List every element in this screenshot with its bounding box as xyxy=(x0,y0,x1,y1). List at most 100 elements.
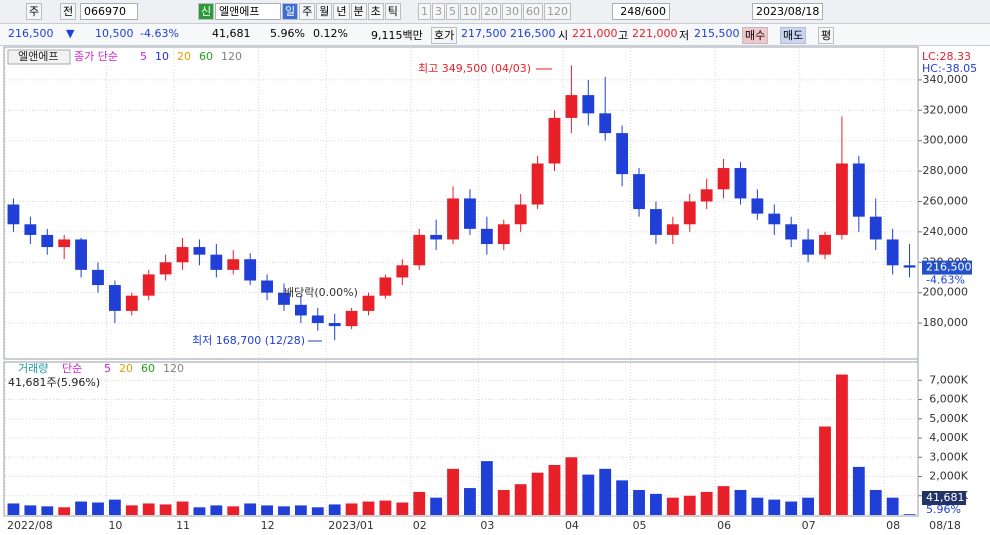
price-tag-text: 216,500 xyxy=(926,261,972,274)
volume-bar xyxy=(24,505,36,515)
volume-bar xyxy=(599,469,611,515)
ask-label: 호가 xyxy=(431,27,457,44)
volume-bar xyxy=(329,504,341,515)
period-button[interactable]: 일 xyxy=(282,3,298,20)
x-tick-label: 06 xyxy=(717,519,731,532)
volume-bar xyxy=(701,492,713,515)
number-button[interactable]: 1 xyxy=(418,3,431,20)
candle-body xyxy=(802,239,814,254)
volume-bar xyxy=(819,426,831,515)
ma-period: 5 xyxy=(140,50,147,63)
y-tick-label: 7,000K xyxy=(929,373,968,386)
tab: 엘앤에프 xyxy=(18,50,58,63)
volume: 41,681 xyxy=(212,27,251,40)
open-label: 시 xyxy=(558,27,568,43)
number-button[interactable]: 60 xyxy=(523,3,543,20)
y-tick-label: 300,000 xyxy=(923,134,969,147)
period-button[interactable]: 월 xyxy=(316,3,332,20)
candle-body xyxy=(464,198,476,228)
period-button[interactable]: 분 xyxy=(351,3,367,20)
high-label: 고 xyxy=(618,27,628,43)
y-tick-label: 200,000 xyxy=(923,286,969,299)
number-button[interactable]: 120 xyxy=(544,3,571,20)
tab-box xyxy=(8,50,70,64)
y-tick-label: 220,000 xyxy=(923,255,969,268)
volume-label: 거래량 xyxy=(18,362,48,375)
name-input[interactable]: 엘앤에프 xyxy=(215,3,281,20)
period-button[interactable]: 초 xyxy=(368,3,384,20)
ma-label: 종가 단순 xyxy=(74,50,118,63)
candle-body xyxy=(515,205,527,225)
volume-bar xyxy=(430,498,442,515)
period-button[interactable]: 주 xyxy=(299,3,315,20)
avg-button[interactable]: 평 xyxy=(818,27,834,44)
candle-body xyxy=(58,239,70,247)
number-button[interactable]: 3 xyxy=(432,3,445,20)
toolbar: 주 전 066970 신 엘앤에프 일주월년분초틱 13510203060120… xyxy=(0,0,990,24)
buy-button[interactable]: 매수 xyxy=(742,27,768,44)
volume-bar xyxy=(379,501,391,515)
candle-body xyxy=(819,235,831,255)
ma-period: 20 xyxy=(119,362,133,375)
low-note: 최저 168,700 (12/28) xyxy=(192,334,305,347)
low: 215,500 xyxy=(694,27,740,40)
volume-bar xyxy=(768,500,780,515)
volume-bar xyxy=(41,506,53,515)
lc: LC:28.33 xyxy=(922,50,971,63)
x-tick-label: 05 xyxy=(633,519,647,532)
high-note: 최고 349,500 (04/03) xyxy=(418,62,531,75)
candle-body xyxy=(126,296,138,311)
volume-bar xyxy=(346,503,358,515)
volume-bar xyxy=(312,507,324,515)
scope-select[interactable]: 전 xyxy=(60,3,76,20)
sell-button[interactable]: 매도 xyxy=(780,27,806,44)
y-tick-label: 340,000 xyxy=(923,73,969,86)
x-tick-label: 2022/08 xyxy=(7,519,53,532)
y-tick-label: 1,000K xyxy=(929,489,968,502)
volume-bar xyxy=(532,473,544,515)
volume-bar xyxy=(616,480,628,515)
candle-body xyxy=(549,118,561,164)
volume-bar xyxy=(549,465,561,515)
count: 248/600 xyxy=(612,3,670,20)
quote-bar: 216,500 ▼ 10,500 -4.63% 41,681 5.96% 0.1… xyxy=(0,24,990,46)
badge: 신 xyxy=(198,3,214,20)
x-tick-label: 10 xyxy=(108,519,122,532)
candle-body xyxy=(582,95,594,113)
y-tick-label: 180,000 xyxy=(923,316,969,329)
candle-body xyxy=(92,270,104,285)
candle-body xyxy=(701,189,713,201)
volume-bar xyxy=(177,502,189,515)
volume-bar xyxy=(278,506,290,515)
volume-bar xyxy=(194,507,206,515)
volume-bar xyxy=(295,505,307,515)
arrow: ▼ xyxy=(66,27,74,40)
ma-period: 60 xyxy=(199,50,213,63)
date-input[interactable]: 2023/08/18 xyxy=(752,3,823,20)
candle-body xyxy=(41,235,53,247)
y-tick-label: 2,000K xyxy=(929,470,968,483)
number-button[interactable]: 5 xyxy=(446,3,459,20)
candle-body xyxy=(244,259,256,280)
change-pct: -4.63% xyxy=(140,27,179,40)
market-select[interactable]: 주 xyxy=(26,3,42,20)
candle-body xyxy=(870,217,882,240)
candle-body xyxy=(735,168,747,198)
number-button[interactable]: 30 xyxy=(502,3,522,20)
period-button[interactable]: 년 xyxy=(333,3,349,20)
price: 216,500 xyxy=(8,27,54,40)
volume-bar xyxy=(227,506,239,515)
candle-body xyxy=(498,224,510,244)
ma-period: 120 xyxy=(221,50,242,63)
code-input[interactable]: 066970 xyxy=(80,3,138,20)
volume-bar xyxy=(718,486,730,515)
price-tag xyxy=(922,261,972,275)
candle-body xyxy=(904,265,916,267)
number-button[interactable]: 10 xyxy=(460,3,480,20)
number-button[interactable]: 20 xyxy=(481,3,501,20)
period-button[interactable]: 틱 xyxy=(385,3,401,20)
y-tick-label: 6,000K xyxy=(929,393,968,406)
volume-bar xyxy=(464,488,476,515)
volume-bar xyxy=(210,505,222,515)
